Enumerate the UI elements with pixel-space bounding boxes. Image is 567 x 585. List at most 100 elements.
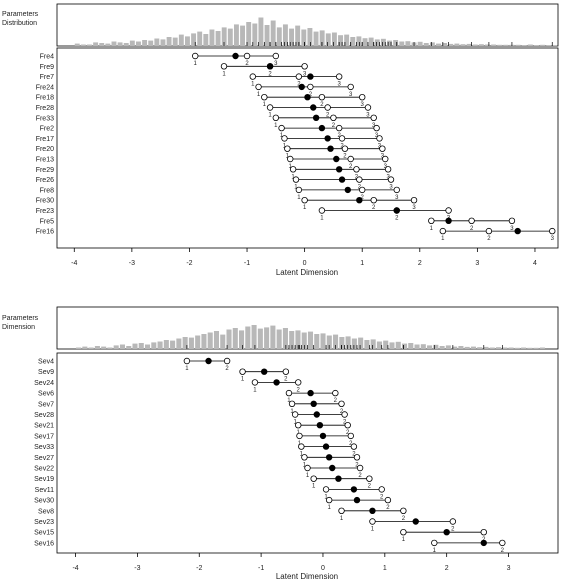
item-label: Sev6 [38,391,54,398]
threshold-point [387,176,395,183]
histogram-bar [485,44,490,46]
threshold-label: 1 [402,537,406,543]
histogram-bar [129,40,135,46]
threshold-point [549,227,556,235]
item-mean-point [393,207,400,214]
item-mean-point [338,176,346,183]
histogram-bar [454,43,460,46]
item-label: Sev21 [34,423,54,430]
threshold-label: 2 [355,174,359,180]
item-mean-point [445,217,452,224]
threshold-point [393,186,400,194]
top-histogram-threshold-ticks [194,42,553,46]
item-mean-point [412,518,419,525]
histogram-bar [491,44,497,46]
item-label: Fre4 [40,54,55,61]
item-row: Fre17 1 2 3 [36,135,383,149]
histogram-bar [209,29,215,46]
item-label: Fre9 [40,64,55,71]
histogram-bar [113,345,119,349]
threshold-label: 1 [371,527,375,533]
item-mean-point [443,529,450,536]
histogram-bar [233,24,239,46]
top-map-frame [56,47,559,249]
threshold-label: 2 [470,226,474,232]
histogram-bar [333,334,339,349]
threshold-label: 1 [327,505,331,511]
threshold-label: 2 [349,441,353,447]
item-row: Fre20 1 2 3 [36,145,386,160]
histogram-bar [314,334,320,349]
threshold-point [289,166,297,173]
histogram-bar [136,41,141,46]
histogram-bar [307,28,313,46]
threshold-label: 1 [441,236,445,242]
item-row: Sev27 1 2 [34,454,361,468]
threshold-point [251,379,259,386]
item-mean-point [313,411,320,418]
histogram-bar [405,41,411,46]
threshold-point [382,155,389,163]
histogram-bar [399,41,405,46]
item-mean-point [312,114,320,121]
histogram-bar [163,340,169,349]
top-histogram-bars [74,17,558,46]
histogram-bar [351,338,357,349]
threshold-label: 1 [241,377,245,383]
threshold-point [373,124,380,132]
histogram-bar [207,332,213,349]
histogram-bar [240,25,246,46]
threshold-label: 1 [194,61,198,67]
item-mean-point [353,496,361,504]
histogram-bar [99,43,105,46]
histogram-bar [145,344,151,349]
threshold-label: 1 [274,123,278,129]
item-mean-point [205,357,212,365]
histogram-bar [74,43,80,46]
histogram-bar [380,38,386,46]
histogram-bar [521,45,527,46]
item-label: Sev28 [34,412,54,419]
threshold-label: 1 [303,462,307,468]
threshold-point [330,114,337,121]
threshold-label: 1 [433,548,437,554]
threshold-label: 1 [222,71,226,77]
item-label: Sev17 [34,433,54,440]
threshold-label: 2 [309,92,313,98]
bottom-histogram-threshold-ticks [186,345,503,349]
histogram-bar [301,29,307,46]
item-mean-point [304,93,311,101]
threshold-point [266,104,274,111]
x-tick-label: -3 [129,260,135,267]
histogram-bar [176,338,182,349]
histogram-bar [417,41,423,46]
item-mean-point [335,475,342,482]
threshold-point [449,518,457,525]
item-row: Fre28 1 2 3 [36,104,372,119]
item-label: Sev4 [38,359,54,366]
item-row: Sev11 1 2 [35,486,385,500]
item-row: Sev30 1 2 [34,496,392,511]
threshold-point [296,432,303,440]
item-row: Sev33 1 2 [34,443,358,458]
x-tick-label: 2 [418,260,422,267]
histogram-bar [245,326,251,349]
item-label: Fre30 [36,198,54,205]
threshold-point [400,507,407,514]
threshold-point [310,475,317,482]
threshold-point [384,496,392,504]
threshold-point [341,411,348,418]
histogram-bar [338,35,343,46]
histogram-bar [452,346,458,349]
threshold-label: 1 [430,226,434,232]
histogram-bar [420,344,426,349]
item-mean-point [480,539,487,547]
histogram-bar [508,347,514,349]
item-label: Sev30 [34,498,54,505]
histogram-bar [276,329,282,349]
item-mean-point [319,432,327,440]
item-label: Sev23 [34,519,54,526]
threshold-label: 1 [280,133,284,139]
threshold-point [272,114,280,121]
